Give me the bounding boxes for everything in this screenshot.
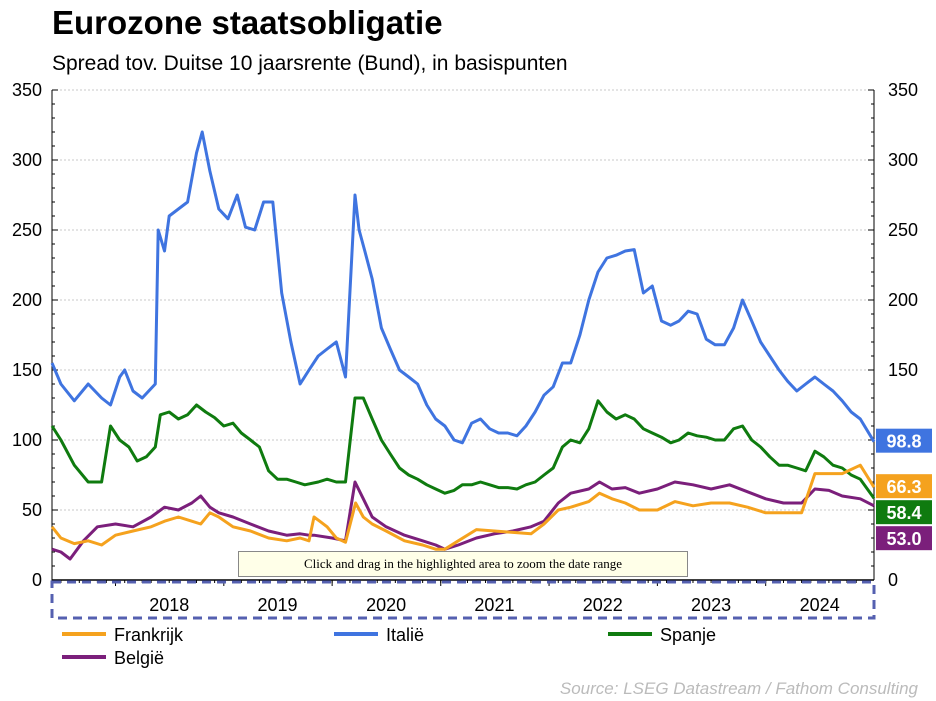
y-tick-label-right: 300: [888, 150, 918, 170]
y-tick-label: 50: [22, 500, 42, 520]
zoom-hint-tooltip: Click and drag in the highlighted area t…: [238, 551, 688, 577]
end-label-value: 66.3: [886, 477, 921, 497]
y-axis-left: 0 50 100 150 200 250 300 350: [12, 80, 58, 590]
x-axis: 2018 2019 2020 2021 2022 2023 2024: [51, 579, 874, 615]
x-tick-label: 2019: [258, 595, 298, 615]
x-tick-label: 2024: [800, 595, 840, 615]
y-tick-label: 100: [12, 430, 42, 450]
end-value-labels: 98.8 66.3 58.4 53.0: [876, 428, 932, 551]
end-label-box: [876, 474, 932, 499]
y-tick-label: 0: [32, 570, 42, 590]
legend-label: Frankrijk: [114, 625, 184, 645]
x-tick-label: 2023: [691, 595, 731, 615]
chart-title: Eurozone staatsobligatie: [52, 4, 443, 41]
end-label-box: [876, 500, 932, 525]
y-tick-label: 200: [12, 290, 42, 310]
y-tick-label-right: 0: [888, 570, 898, 590]
end-label-value: 53.0: [886, 529, 921, 549]
gridlines: [52, 89, 874, 511]
end-label-value: 98.8: [886, 432, 921, 452]
series-line-spanje: [50, 396, 876, 500]
series-line-belgië: [51, 480, 875, 561]
zoom-selection-area[interactable]: [50, 580, 876, 620]
chart-subtitle: Spread tov. Duitse 10 jaarsrente (Bund),…: [52, 52, 568, 75]
x-tick-label: 2021: [474, 595, 514, 615]
end-label-box: [876, 526, 932, 551]
y-tick-label: 300: [12, 150, 42, 170]
legend-label: Italië: [386, 625, 424, 645]
y-tick-label-right: 350: [888, 80, 918, 100]
legend-label: Spanje: [660, 625, 716, 645]
legend: Frankrijk Italië Spanje België: [62, 625, 716, 668]
end-label-box: [876, 428, 932, 453]
source-note: Source: LSEG Datastream / Fathom Consult…: [559, 679, 918, 698]
series-line-frankrijk: [50, 463, 876, 551]
x-tick-label: 2022: [583, 595, 623, 615]
y-tick-label: 350: [12, 80, 42, 100]
x-tick-label: 2020: [366, 595, 406, 615]
series-line-italië: [50, 130, 876, 445]
y-tick-label-right: 150: [888, 360, 918, 380]
y-tick-label-right: 250: [888, 220, 918, 240]
y-tick-label: 250: [12, 220, 42, 240]
x-tick-label: 2018: [149, 595, 189, 615]
end-label-value: 58.4: [886, 503, 921, 523]
y-tick-label-right: 200: [888, 290, 918, 310]
legend-label: België: [114, 648, 164, 668]
series-lines: [50, 130, 876, 561]
y-tick-label: 150: [12, 360, 42, 380]
